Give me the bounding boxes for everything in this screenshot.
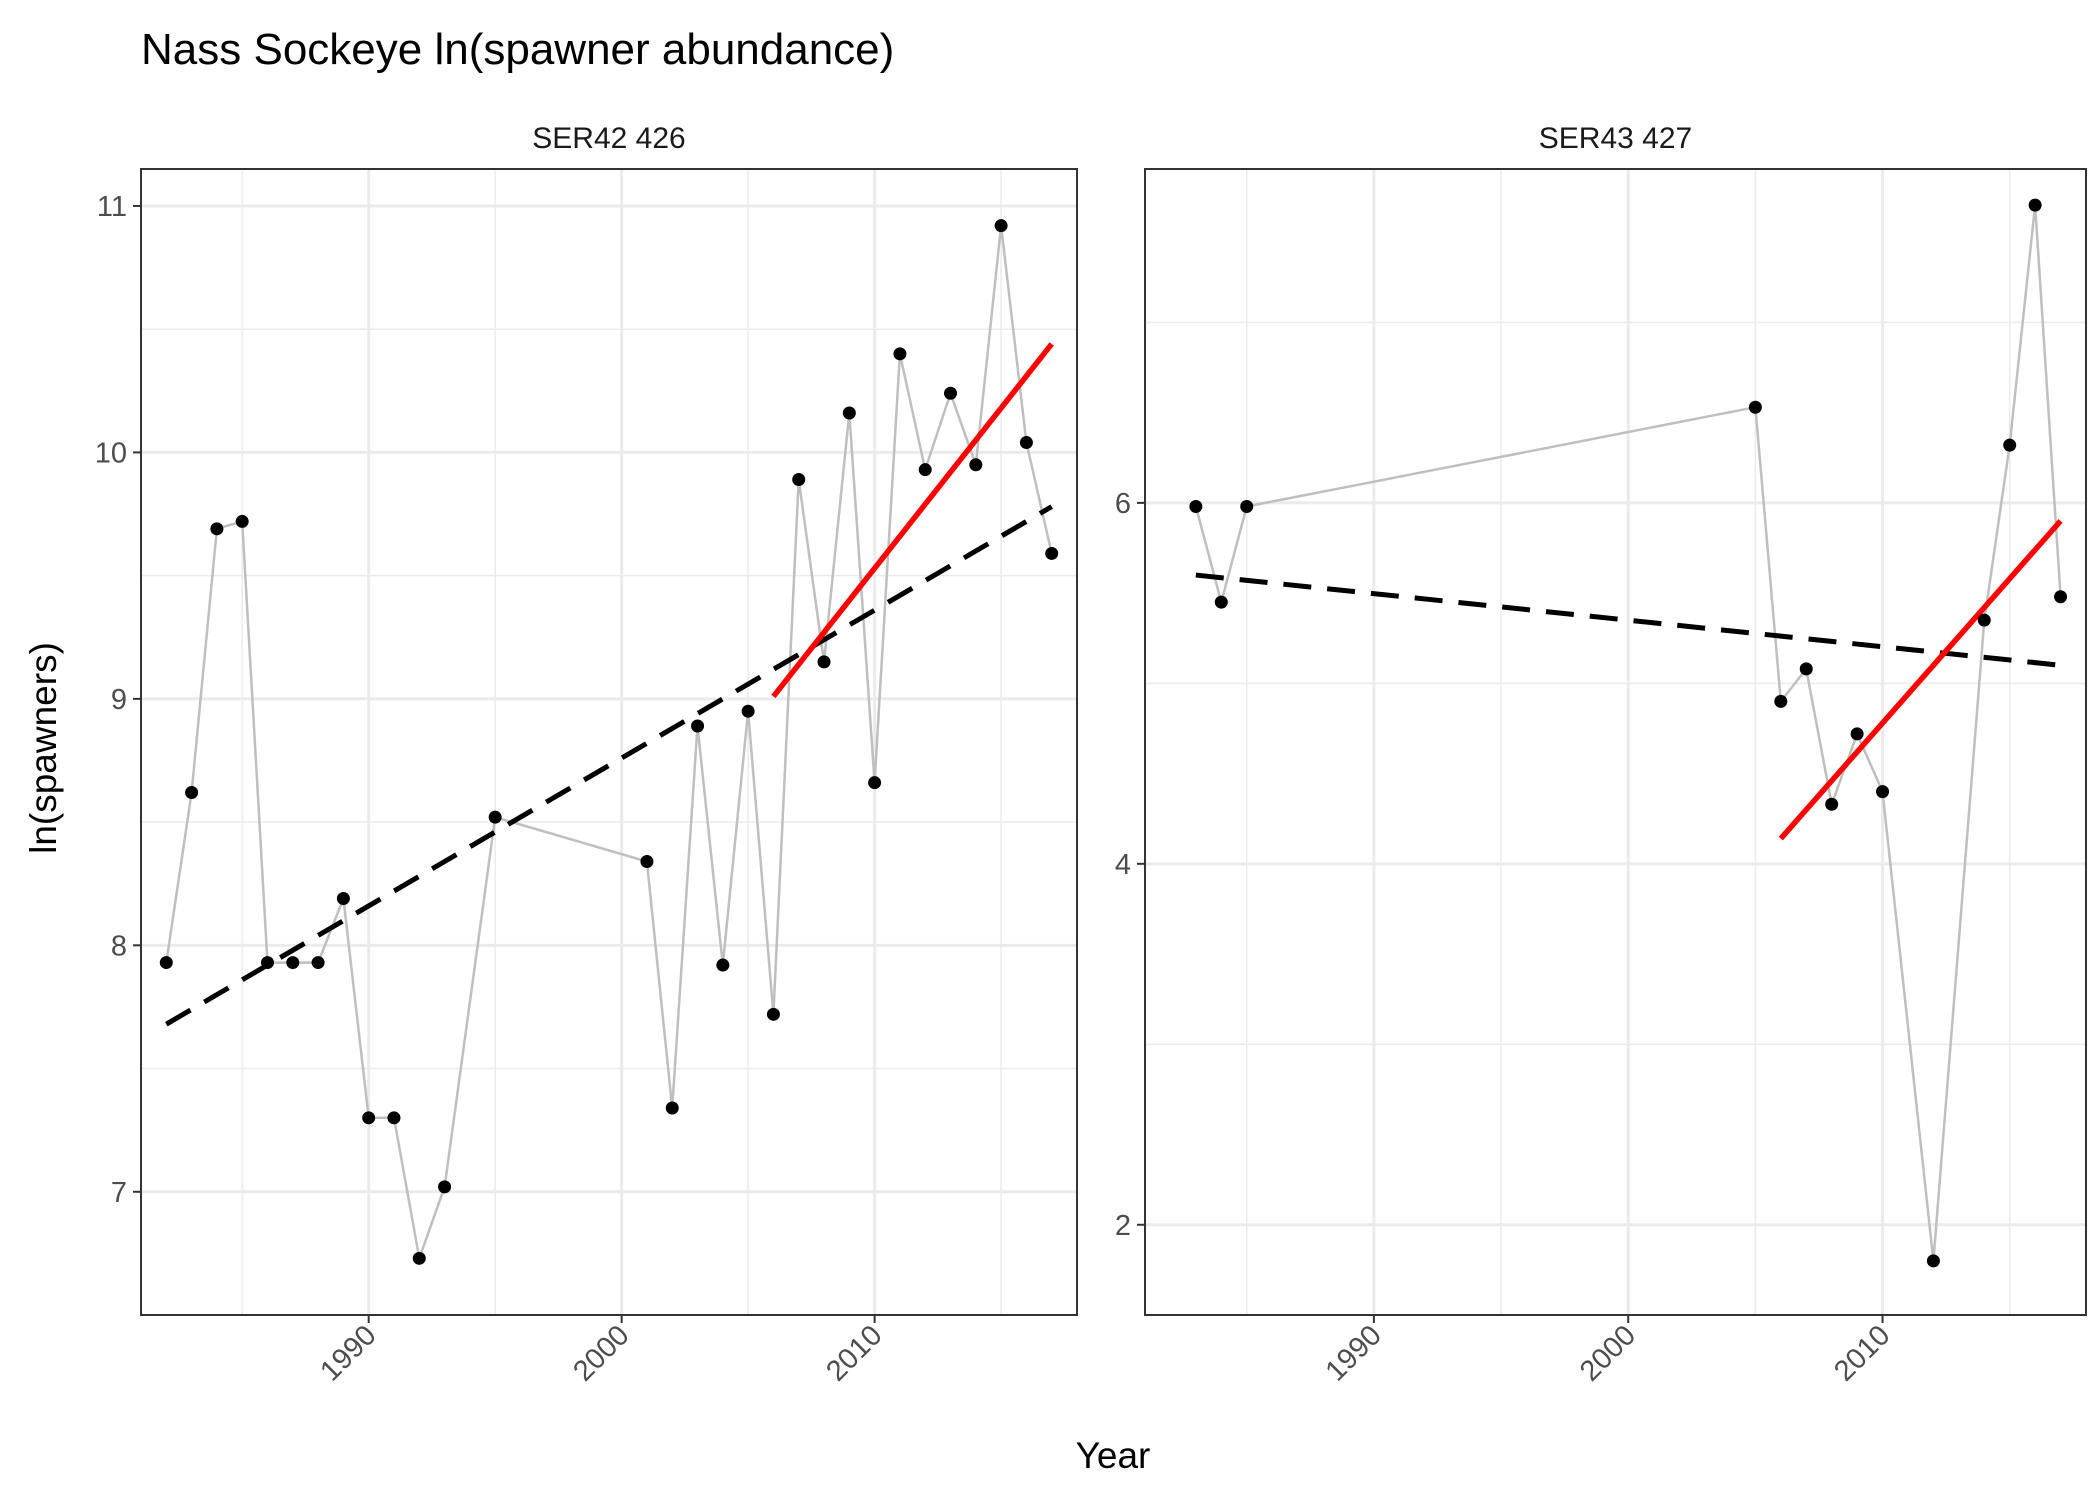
x-tick-label: 1990 — [1320, 1319, 1388, 1387]
data-point — [716, 958, 730, 972]
facet-strip-label: SER43 427 — [1539, 122, 1692, 155]
x-tick-label: 2000 — [1574, 1319, 1642, 1387]
data-point — [944, 386, 958, 400]
y-tick-label: 4 — [1115, 849, 1131, 881]
data-point — [640, 855, 654, 869]
data-point — [362, 1111, 376, 1125]
data-point — [766, 1007, 780, 1021]
data-point — [336, 891, 350, 905]
data-point — [438, 1180, 452, 1194]
data-point — [1825, 797, 1839, 811]
y-tick-label: 9 — [111, 684, 127, 716]
data-point — [185, 786, 199, 800]
data-point — [2003, 438, 2017, 452]
panel-border — [1144, 168, 2087, 1316]
data-point — [918, 463, 932, 477]
data-point — [311, 956, 325, 970]
data-point — [1189, 499, 1203, 513]
x-tick-label: 2010 — [820, 1319, 888, 1387]
y-tick-label: 11 — [97, 191, 127, 223]
data-point — [792, 473, 806, 487]
y-tick-label: 6 — [1115, 488, 1131, 520]
overall-trend-line — [1195, 572, 2061, 668]
data-point — [893, 347, 907, 361]
data-point — [412, 1251, 426, 1265]
data-point — [842, 406, 856, 420]
data-point — [1774, 694, 1788, 708]
data-point — [159, 956, 173, 970]
data-point — [210, 522, 224, 536]
data-point — [1926, 1254, 1940, 1268]
x-tick-label: 2000 — [567, 1319, 635, 1387]
data-point — [1850, 727, 1864, 741]
data-point — [286, 956, 300, 970]
data-point — [235, 514, 249, 528]
data-point — [1977, 613, 1991, 627]
series-connector-line — [165, 225, 1053, 1264]
data-point — [2028, 198, 2042, 212]
overall-trend-line — [165, 504, 1053, 1027]
recent-trend-line — [771, 342, 1054, 699]
facet-panel: SER43 427 2 4 6 1990 2000 2010 — [1115, 122, 2087, 1388]
y-tick-label: 8 — [111, 930, 127, 962]
chart-title: Nass Sockeye ln(spawner abundance) — [141, 25, 894, 74]
data-point — [1876, 785, 1890, 799]
data-point — [1045, 546, 1059, 560]
data-point — [969, 458, 983, 472]
y-tick-label: 10 — [95, 437, 127, 469]
data-point — [741, 704, 755, 718]
panel-border — [140, 168, 1078, 1316]
x-tick-label: 2010 — [1828, 1319, 1896, 1387]
data-point — [387, 1111, 401, 1125]
facet-strip-label: SER42 426 — [532, 122, 685, 155]
data-point — [260, 956, 274, 970]
facet-panels: SER42 426 7 8 9 10 11 1990 2000 2010 SER43 427 2 4 6… — [95, 122, 2087, 1388]
data-point — [1019, 436, 1033, 450]
data-point — [1240, 499, 1254, 513]
facet-panel: SER42 426 7 8 9 10 11 1990 2000 2010 — [95, 122, 1078, 1388]
data-point — [1799, 662, 1813, 676]
data-point — [817, 655, 831, 669]
data-point — [2054, 590, 2068, 604]
y-tick-label: 7 — [111, 1177, 127, 1209]
recent-trend-line — [1778, 519, 2063, 841]
y-axis-title: ln(spawners) — [23, 642, 64, 854]
data-point — [994, 219, 1008, 233]
data-point — [691, 719, 705, 733]
data-point — [1748, 400, 1762, 414]
data-point — [868, 776, 882, 790]
x-tick-label: 1990 — [314, 1319, 382, 1387]
data-point — [1214, 595, 1228, 609]
y-tick-label: 2 — [1115, 1210, 1131, 1242]
data-point — [488, 810, 502, 824]
data-point — [665, 1101, 679, 1115]
x-axis-title: Year — [1076, 1435, 1151, 1476]
